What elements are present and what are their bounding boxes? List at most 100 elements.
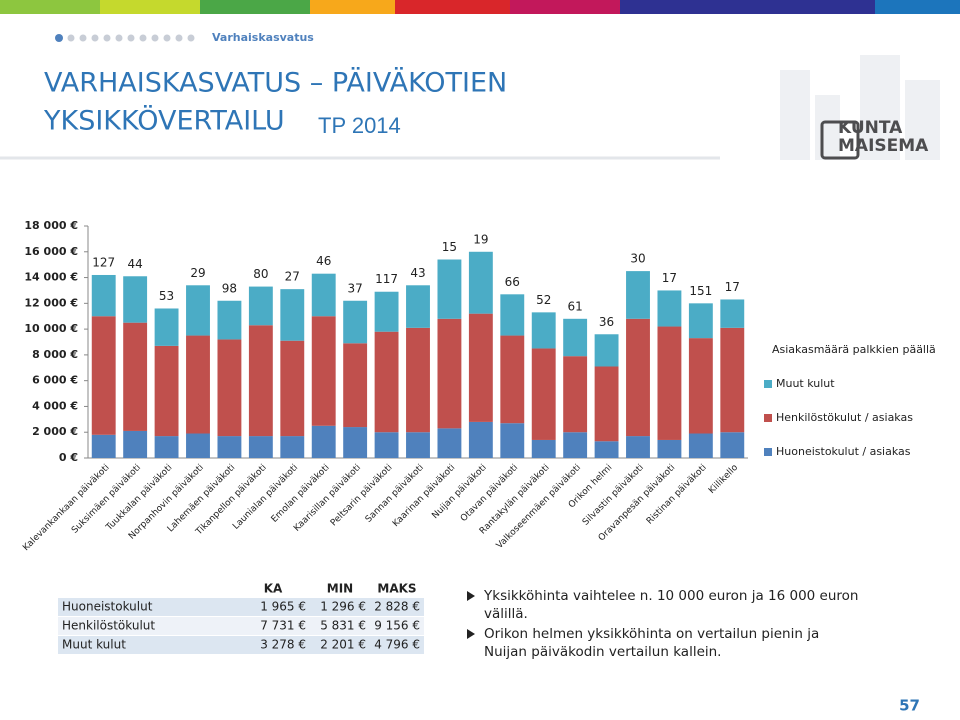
bar-segment	[91, 316, 116, 435]
bar-segment	[217, 300, 242, 340]
bar-segment	[563, 432, 588, 458]
skyline	[780, 55, 940, 160]
table-cell: 1 296 €	[320, 600, 366, 614]
logo-frame	[820, 120, 860, 160]
table-row	[58, 636, 424, 654]
legend-swatch	[764, 380, 772, 388]
table-header: MAKS	[377, 582, 416, 596]
bar-segment	[186, 335, 210, 434]
bar-segment	[531, 348, 556, 440]
bar-segment	[154, 345, 179, 437]
table-cell: 4 796 €	[374, 638, 420, 652]
bar-segment	[374, 331, 399, 433]
bar-segment	[468, 421, 493, 458]
bar-segment	[280, 289, 305, 341]
bar-segment	[186, 433, 210, 458]
bar-segment	[688, 433, 713, 458]
bar-segment	[468, 251, 493, 314]
bullet-arrow	[467, 629, 475, 639]
bar-segment	[248, 325, 273, 437]
bar-segment	[280, 340, 305, 437]
table-cell: 3 278 €	[260, 638, 306, 652]
bullets: Yksikköhinta vaihtelee n. 10 000 euron j…	[467, 588, 858, 660]
table-header: MIN	[327, 582, 353, 596]
bar-segment	[343, 343, 368, 428]
breadcrumb: Varhaiskasvatus	[212, 31, 314, 44]
bar-segment	[720, 327, 745, 433]
x-tick-label: Ristinan päiväkoti	[645, 463, 709, 527]
bar-segment	[186, 285, 210, 336]
bar-segment	[720, 299, 745, 328]
count-label: 30	[630, 252, 645, 266]
bar-segment	[248, 436, 273, 458]
count-label: 43	[410, 266, 425, 280]
count-label: 29	[190, 266, 205, 280]
bar-segment	[154, 308, 179, 346]
bar-segment	[217, 339, 242, 437]
bar-segment	[594, 366, 619, 442]
bar-segment	[280, 436, 305, 458]
bar-segment	[406, 285, 430, 328]
bar-segment	[123, 322, 148, 431]
y-tick-label: 4 000 €	[32, 399, 78, 412]
count-label: 15	[442, 240, 457, 254]
table-cell: 2 828 €	[374, 600, 420, 614]
x-tick-label: Emolan päiväkoti	[270, 463, 332, 525]
bar-segment	[406, 432, 430, 458]
x-tick-label: Nuijan päiväkoti	[430, 463, 488, 521]
count-label: 127	[92, 255, 115, 269]
logo: KUNTA	[838, 118, 903, 138]
bar-segment	[374, 432, 399, 458]
title-suffix: TP 2014	[318, 113, 401, 138]
y-tick-label: 16 000 €	[24, 245, 78, 258]
bar-segment	[123, 430, 148, 458]
bar-segment	[500, 335, 525, 424]
x-tick-label: Otavan päiväkoti	[459, 463, 520, 524]
bar-segment	[437, 318, 462, 429]
y-tick-label: 8 000 €	[32, 348, 78, 361]
page-number: 57	[899, 697, 920, 715]
table-cell: Muut kulut	[62, 638, 126, 652]
bar-segment	[626, 436, 650, 458]
count-label: 17	[662, 271, 677, 285]
bar-segment	[468, 313, 493, 422]
legend-label: Muut kulut	[776, 377, 835, 390]
table-cell: 5 831 €	[320, 619, 366, 633]
bar-segment	[374, 291, 399, 332]
bar-segment	[311, 273, 336, 317]
count-label: 98	[222, 281, 237, 295]
legend-swatch	[764, 448, 772, 456]
table-cell: Henkilöstökulut	[62, 619, 155, 633]
title: VARHAISKASVATUS – PÄIVÄKOTIEN	[44, 67, 507, 99]
y-tick-label: 12 000 €	[24, 296, 78, 309]
y-tick-label: 10 000 €	[24, 322, 78, 335]
bar-segment	[563, 318, 588, 357]
table-row	[58, 598, 424, 616]
bar-segment	[437, 259, 462, 319]
bullet-text: välillä.	[484, 606, 528, 622]
bar-segment	[500, 423, 525, 458]
bar-segment	[626, 271, 650, 319]
table-header: KA	[264, 582, 283, 596]
chart: 0 € 2 000 € 4 000 € 6 000 € 8 000 € 10 000 € 1…	[21, 219, 936, 553]
bar-segment	[688, 338, 713, 434]
bar-segment	[688, 303, 713, 339]
legend-label: Henkilöstökulut / asiakas	[776, 411, 913, 424]
title: YKSIKKÖVERTAILU	[43, 105, 285, 137]
bar-segment	[248, 286, 273, 326]
bar-segment	[311, 425, 336, 458]
bar-segment	[343, 300, 368, 344]
count-label: 36	[599, 315, 614, 329]
top-stripe	[0, 0, 960, 14]
bullet-text: Yksikköhinta vaihtelee n. 10 000 euron j…	[483, 588, 858, 604]
bar-segment	[217, 436, 242, 458]
bar-segment	[657, 439, 682, 458]
count-label: 37	[348, 281, 363, 295]
x-tick-label: Silvastin päiväkoti	[581, 463, 646, 528]
count-label: 44	[128, 257, 143, 271]
y-tick-label: 18 000 €	[24, 219, 78, 232]
bullet-text: Nuijan päiväkodin vertailun kallein.	[484, 644, 721, 660]
logo: MAISEMA	[838, 136, 929, 156]
y-tick-label: 2 000 €	[32, 425, 78, 438]
